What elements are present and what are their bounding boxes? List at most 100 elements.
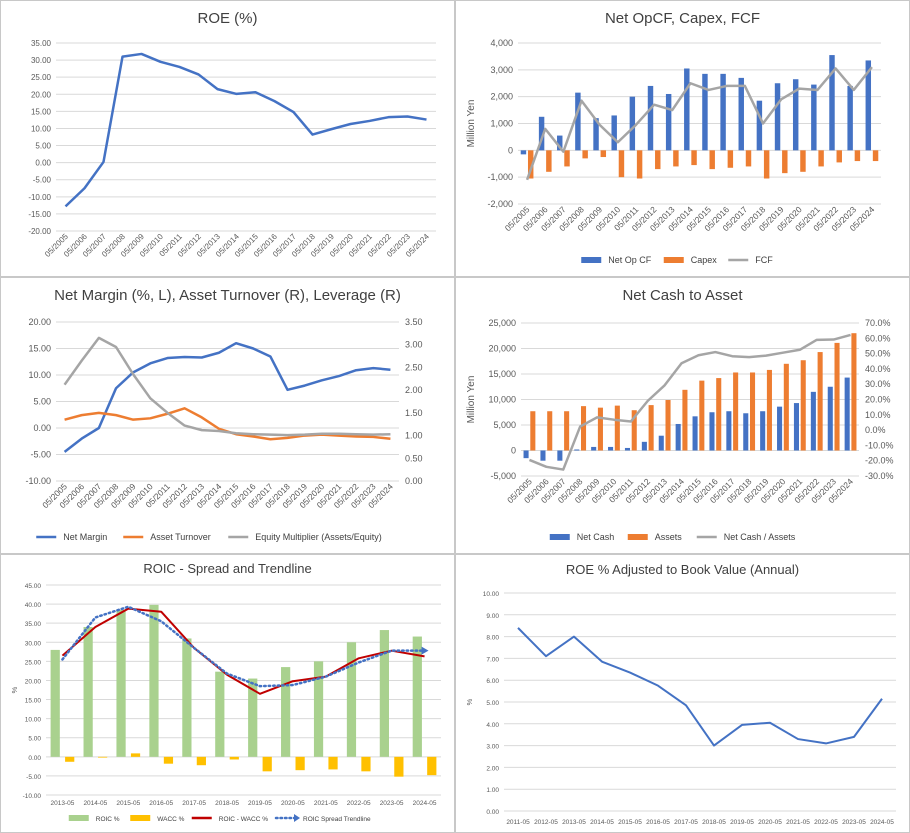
capex-bar	[673, 150, 679, 167]
net-op-cf-bar	[829, 55, 835, 151]
series-line	[517, 627, 883, 747]
trendline-arrow	[421, 646, 429, 655]
net-op-cf-bar	[756, 100, 763, 151]
y-tick-label: 0.00	[33, 423, 51, 433]
y-tick-label: 0.00	[486, 809, 499, 816]
y-tick-label: -5,000	[490, 471, 516, 481]
net-cash-bar	[743, 413, 749, 451]
net-op-cf-bar	[702, 73, 708, 151]
roic-bar	[116, 609, 126, 757]
net-cash-bar	[540, 450, 546, 461]
y2-tick-label: 30.0%	[865, 379, 891, 389]
wacc-bar	[295, 756, 305, 771]
capex-bar	[527, 150, 534, 179]
y-tick-label: 2.00	[486, 765, 499, 772]
y-tick-label: 7.00	[486, 656, 499, 663]
legend-label-asset-turnover: Asset Turnover	[150, 532, 211, 542]
x-tick-label: 2024-05	[413, 800, 437, 807]
x-tick-label: 2016-05	[149, 800, 173, 807]
net-cash-bar	[624, 447, 631, 451]
assets-bar	[716, 378, 722, 451]
legend-label-net-cash-assets: Net Cash / Assets	[724, 532, 796, 542]
net-cash-bar	[827, 386, 833, 451]
chart-net-cash-to-asset-svg: Net Cash to Asset 25,000 20,000 15,000 10,00…	[466, 287, 894, 542]
y-axis-label: %	[10, 686, 19, 693]
legend-label-net-op-cf: Net Op CF	[608, 255, 652, 265]
y-tick-label: 10.00	[25, 717, 42, 724]
x-tick-label: 2011-05	[506, 819, 530, 826]
capex-bar	[836, 150, 842, 163]
y-tick-label: 10.00	[28, 370, 51, 380]
y-tick-label: 5.00	[486, 700, 499, 707]
net-op-cf-bar	[611, 115, 617, 151]
y-tick-label: 35.00	[25, 621, 42, 628]
x-tick-label: 2018-05	[702, 819, 726, 826]
roic-bar	[412, 636, 422, 757]
wacc-bar	[65, 756, 75, 762]
legend-label-roic-spread-trendline: ROIC Spread Trendline	[303, 816, 371, 823]
y-tick-label: 0	[508, 145, 513, 155]
wacc-bar	[163, 756, 174, 764]
y2-tick-label: 40.0%	[865, 364, 891, 374]
chart-title: ROIC - Spread and Trendline	[143, 561, 311, 576]
chart-net-cash-to-asset: Net Cash to Asset 25,000 20,000 15,000 10,00…	[455, 277, 910, 554]
assets-bar	[834, 342, 840, 451]
wacc-bar	[196, 756, 206, 766]
roic-bar	[248, 678, 258, 757]
net-op-cf-bar	[629, 96, 636, 151]
wacc-bar	[262, 756, 272, 772]
legend-label-net-cash: Net Cash	[577, 532, 615, 542]
equity-multiplier-assets-equity-line	[63, 336, 391, 437]
x-tick-label: 2012-05	[534, 819, 558, 826]
y-tick-label: 15,000	[488, 369, 516, 379]
y2-tick-label: 2.50	[405, 362, 423, 372]
wacc-bar	[130, 753, 141, 757]
assets-bar	[733, 372, 739, 451]
y-tick-label: 3,000	[490, 65, 513, 75]
y-tick-label: 25.00	[31, 73, 52, 82]
y2-tick-label: 50.0%	[865, 349, 891, 359]
y-tick-label: 25.00	[25, 659, 42, 666]
net-op-cf-bar	[792, 79, 799, 151]
chart-roe: ROE (%) 35.00 30.00 25.00 20.00 15.00 10.00 5.0…	[0, 0, 455, 277]
y2-tick-label: 0.00	[405, 476, 423, 486]
y-tick-label: 20,000	[488, 344, 516, 354]
legend-swatch-net-cash	[549, 534, 570, 540]
chart-title: ROE (%)	[198, 10, 258, 27]
capex-bar	[763, 150, 770, 179]
wacc-bar	[328, 756, 338, 770]
x-tick-label: 2015-05	[618, 819, 642, 826]
assets-bar	[547, 411, 553, 451]
x-tick-label: 2022-05	[347, 800, 371, 807]
assets-bar	[648, 405, 654, 451]
x-tick-label: 2019-05	[248, 800, 272, 807]
assets-bar	[851, 333, 857, 451]
chart-title: Net Cash to Asset	[622, 287, 743, 304]
net-cash-bar	[726, 411, 732, 451]
x-tick-label: 2014-05	[590, 819, 614, 826]
roic-bar	[379, 630, 389, 757]
net-cash-bar	[591, 446, 597, 451]
y-tick-label: 20.00	[28, 317, 51, 327]
x-tick-label: 2020-05	[281, 800, 305, 807]
wacc-bar	[229, 756, 239, 760]
chart-title: Net Margin (%, L), Asset Turnover (R), L…	[54, 287, 401, 304]
y-tick-label: 2,000	[490, 92, 513, 102]
capex-bar	[564, 150, 570, 167]
legend-swatch-wacc	[130, 815, 151, 821]
legend-label-roic-wacc: ROIC - WACC %	[219, 816, 268, 823]
assets-bar	[699, 380, 705, 451]
roic-bar	[182, 638, 192, 757]
capex-bar	[854, 150, 861, 162]
y-tick-label: 1,000	[490, 119, 513, 129]
net-op-cf-bar	[647, 85, 654, 151]
x-tick-label: 2019-05	[730, 819, 754, 826]
roic-bar	[346, 642, 357, 757]
x-tick-label: 2016-05	[646, 819, 670, 826]
y2-tick-label: 0.50	[405, 453, 423, 463]
assets-bar	[783, 363, 789, 451]
y2-tick-label: -10.0%	[865, 440, 894, 450]
assets-bar	[817, 352, 823, 451]
assets-bar	[614, 405, 620, 451]
y-tick-label: 0	[511, 446, 516, 456]
